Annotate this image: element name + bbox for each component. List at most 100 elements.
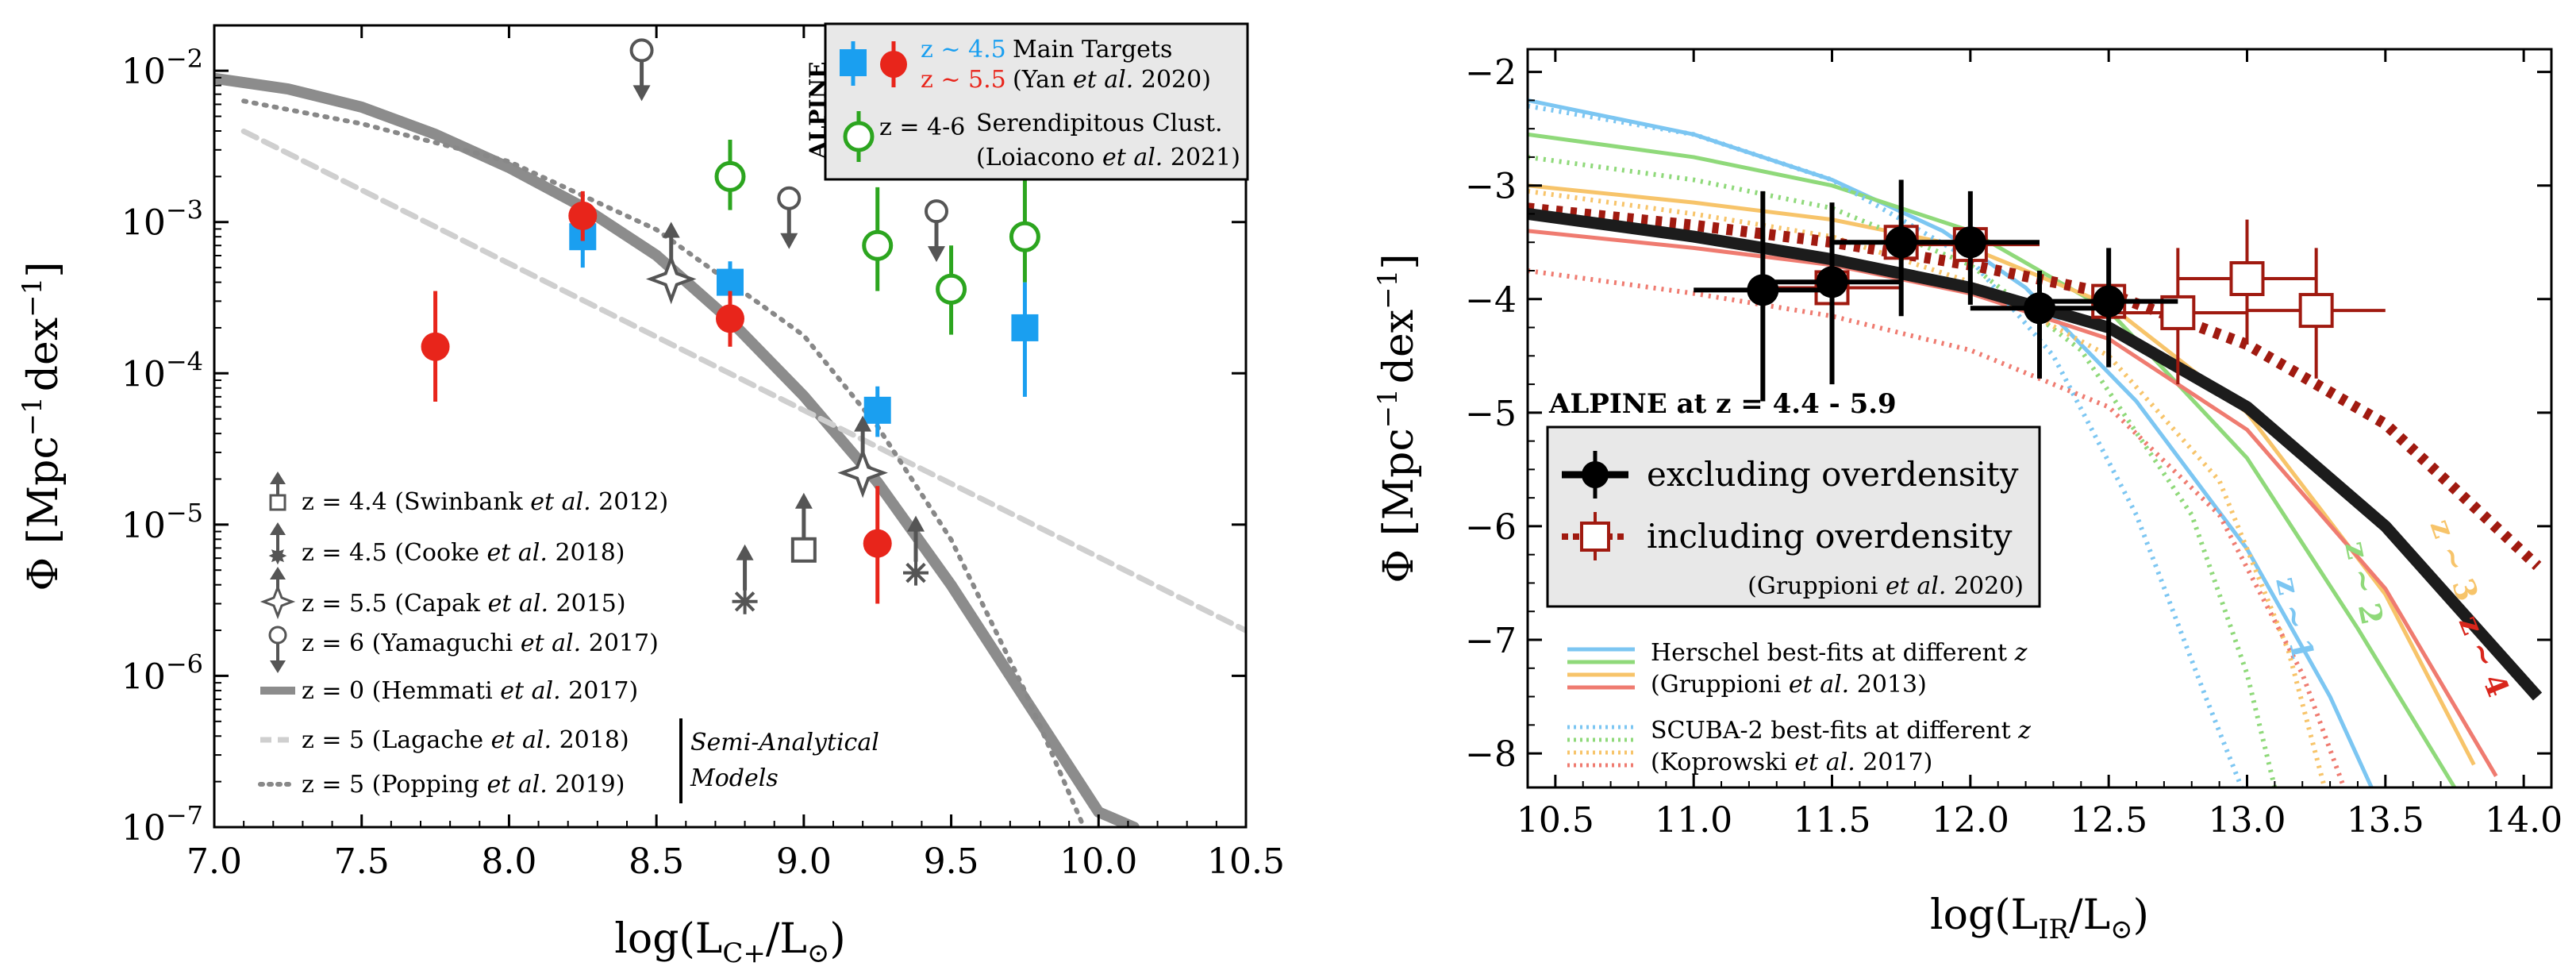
right-curve-2 — [1528, 98, 2374, 787]
left-y-axis-label: Φ [Mpc−1dex−1] — [17, 261, 67, 591]
left-xtick-label-0: 7.0 — [186, 841, 242, 882]
left-xtick-label-7: 10.5 — [1207, 841, 1285, 882]
right-point-s1-6-marker — [2298, 293, 2334, 329]
right-axis-ticks: 10.5 11.0 11.5 12.0 12.5 13.0 13.5 14.0 −2 −3 −4 −5… — [1465, 49, 2563, 841]
right-curve-7 — [1528, 154, 2278, 787]
right-data-points — [1694, 179, 2386, 402]
left-point-s6-2 — [925, 199, 948, 263]
legend-cooke-text: z = 4.5 (Cooke et al. 2018) — [302, 539, 625, 567]
right-point-s1-6 — [2247, 248, 2386, 379]
herschel-text-2: (Gruppioni et al. 2013) — [1651, 671, 1927, 699]
legend-hemmati-text: z = 0 (Hemmati et al. 2017) — [302, 677, 638, 705]
right-point-s0-4-marker — [2024, 292, 2055, 325]
left-point-s2-1 — [862, 187, 894, 291]
alpine-redshift-label: ALPINE at z = 4.4 - 5.9 — [1548, 388, 1897, 420]
left-point-s1-1 — [568, 191, 598, 241]
legend-cooke-marker: ✸ — [267, 522, 288, 571]
legend-excluding-marker — [1562, 451, 1628, 499]
left-point-s1-1-marker — [568, 201, 598, 230]
right-point-s0-3-marker — [1954, 226, 1986, 259]
left-point-s5-1 — [837, 415, 888, 499]
left-axis-ticks: 7.0 7.5 8.0 8.5 9.0 9.5 10.0 10.5 10−7 10−6 10−5 10… — [121, 25, 1285, 882]
left-ytick-label-3: 10−4 — [121, 346, 203, 395]
z-label-3: z ~ 3 — [2424, 514, 2486, 606]
legend-serendipitous: Serendipitous Clust. — [976, 110, 1223, 137]
right-xtick-label-2: 11.5 — [1794, 800, 1871, 841]
legend-gruppioni-2020: (Gruppioni et al. 2020) — [1747, 572, 2024, 600]
herschel-legend: Herschel best-fits at different z (Grupp… — [1567, 639, 2028, 699]
right-point-s1-5 — [2178, 219, 2316, 345]
right-point-s0-5-marker — [2093, 285, 2125, 318]
alpine-side-label: ALPINE — [805, 62, 831, 160]
left-xtick-label-6: 10.0 — [1059, 841, 1137, 882]
right-ytick-label-2: −4 — [1465, 280, 1517, 321]
right-y-axis-label: Φ [Mpc−1dex−1] — [1372, 253, 1423, 583]
left-point-s5-1-marker — [837, 447, 888, 499]
left-point-s6-2-arrow-head — [928, 246, 945, 263]
right-point-s1-5-marker — [2229, 261, 2265, 297]
z-label-1: z ~ 1 — [2269, 574, 2321, 664]
left-point-s4-0 — [732, 544, 758, 614]
left-xtick-label-4: 9.0 — [776, 841, 832, 882]
legend-z46-label: z = 4-6 — [879, 114, 965, 141]
left-point-s3-0-arrow-head — [794, 492, 813, 509]
semi-analytical-label: Semi-Analytical — [690, 729, 879, 756]
left-xtick-label-2: 8.0 — [481, 841, 536, 882]
legend-loiacono: (Loiacono et al. 2021) — [976, 144, 1240, 171]
left-point-s1-2 — [716, 291, 744, 347]
left-point-s1-0 — [421, 291, 450, 402]
left-point-s6-0 — [629, 38, 654, 102]
left-point-s1-3 — [863, 486, 892, 604]
left-point-s6-2-marker — [925, 199, 948, 224]
legend-including-marker — [1562, 512, 1628, 560]
legend-capak-text: z = 5.5 (Capak et al. 2015) — [302, 590, 626, 618]
right-xtick-label-7: 14.0 — [2485, 800, 2563, 841]
right-point-s0-1-marker — [1816, 266, 1848, 298]
left-point-s2-2 — [936, 245, 967, 335]
right-x-axis-label: log(LIR/L⊙) — [1930, 891, 2149, 945]
right-point-s0-0 — [1694, 191, 1832, 402]
right-xtick-label-1: 11.0 — [1655, 800, 1732, 841]
scuba-text-2: (Koprowski et al. 2017) — [1651, 749, 1932, 776]
right-xtick-label-0: 10.5 — [1517, 800, 1594, 841]
right-point-s1-4 — [2109, 248, 2247, 385]
right-curve-6 — [1528, 103, 2244, 787]
left-xtick-label-1: 7.5 — [334, 841, 390, 882]
left-point-s4-0-ray-3 — [734, 591, 755, 612]
left-point-s0-2 — [863, 386, 891, 437]
left-point-s6-0-arrow-head — [632, 85, 651, 102]
left-chart: 7.0 7.5 8.0 8.5 9.0 9.5 10.0 10.5 10−7 10−6 10−5 10… — [17, 22, 1285, 969]
left-ytick-label-1: 10−6 — [121, 649, 203, 697]
left-point-s5-0-marker — [645, 253, 697, 305]
right-ytick-label-1: −3 — [1465, 167, 1517, 207]
left-curve-0 — [214, 72, 1140, 827]
legend-green-open-circle-marker — [843, 121, 875, 152]
left-point-s4-1-arrow-head — [907, 515, 925, 532]
right-ytick-label-6: −8 — [1465, 734, 1517, 775]
left-data-points — [421, 38, 1040, 614]
left-xtick-label-5: 9.5 — [924, 841, 979, 882]
legend-lagache-text: z = 5 (Lagache et al. 2018) — [302, 726, 629, 754]
left-point-s5-0 — [645, 221, 697, 305]
herschel-text-1: Herschel best-fits at different z — [1651, 639, 2028, 667]
left-x-axis-label: log(LC+/L⊙) — [614, 915, 845, 969]
right-point-s0-1 — [1763, 202, 1901, 385]
left-point-s0-3-marker — [1011, 314, 1039, 341]
legend-yamaguchi-text: z = 6 (Yamaguchi et al. 2017) — [302, 629, 659, 657]
legend-yamaguchi-marker — [268, 626, 287, 673]
right-chart: 10.5 11.0 11.5 12.0 12.5 13.0 13.5 14.0 −2 −3 −4 −5… — [1372, 48, 2563, 945]
left-point-s1-3-marker — [863, 529, 892, 558]
left-ytick-label-4: 10−3 — [121, 195, 203, 244]
legend-including-text: including overdensity — [1647, 517, 2013, 556]
left-point-s3-0 — [790, 492, 817, 563]
left-xtick-label-3: 8.5 — [629, 841, 684, 882]
legend-capak-marker — [260, 567, 296, 620]
scuba-text-1: SCUBA-2 best-fits at different z — [1651, 717, 2031, 745]
right-point-s0-2 — [1832, 179, 1970, 317]
right-curve-9 — [1528, 268, 2347, 787]
scuba-legend: SCUBA-2 best-fits at different z (Koprow… — [1567, 717, 2031, 776]
left-curve-1 — [240, 128, 1246, 633]
right-xtick-label-4: 12.5 — [2070, 800, 2147, 841]
right-xtick-label-3: 12.0 — [1932, 800, 2009, 841]
